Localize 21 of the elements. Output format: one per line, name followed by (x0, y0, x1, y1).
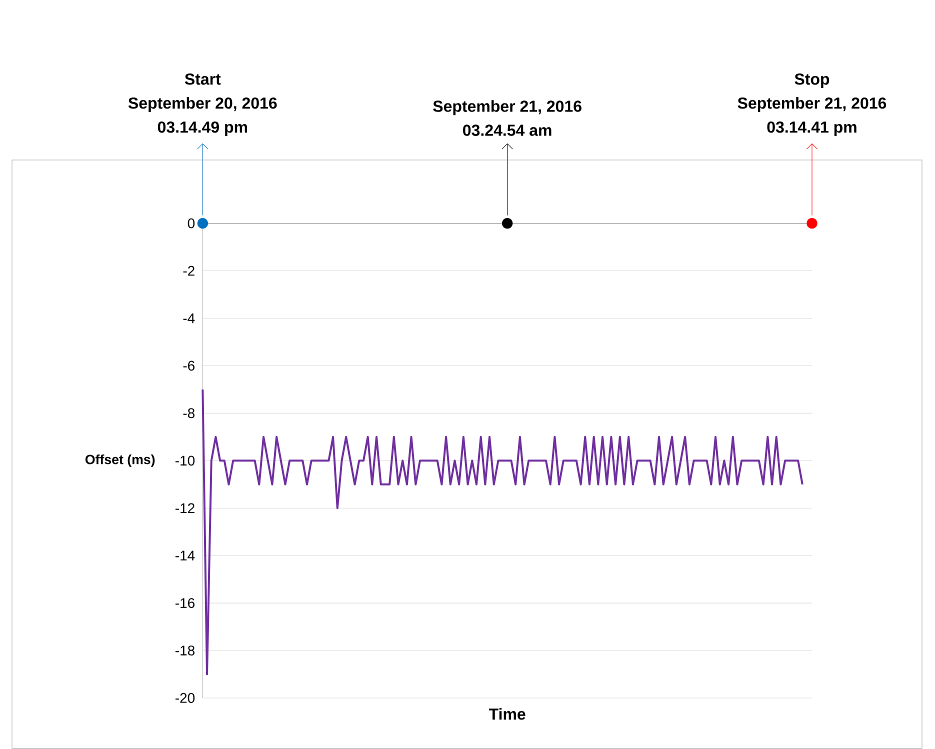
text: 03.14.41 pm (767, 121, 856, 136)
text: Start (184, 73, 221, 85)
text: September 21, 2016 (738, 97, 886, 112)
y-tick-label: -2 (183, 266, 194, 276)
text: 03.24.54 am (463, 124, 552, 136)
x-axis-title: Time (488, 708, 526, 720)
y-tick-label: -14 (176, 550, 195, 560)
text: Stop (794, 73, 830, 88)
y-tick-label: -16 (176, 598, 194, 608)
y-tick-label: -4 (183, 313, 195, 324)
y-tick-label: -20 (176, 693, 195, 703)
y-tick-label: -12 (176, 503, 194, 514)
y-tick-label: -6 (183, 360, 195, 371)
text: September 20, 2016 (128, 97, 277, 112)
y-tick-label: -10 (176, 456, 195, 466)
text: 03.14.49 pm (158, 121, 248, 136)
y-tick-label: 0 (188, 218, 195, 228)
y-tick-label: -18 (176, 646, 194, 656)
y-tick-label: -8 (183, 408, 195, 418)
y-axis-title: Offset (ms) (85, 454, 155, 467)
text: September 21, 2016 (433, 100, 582, 116)
